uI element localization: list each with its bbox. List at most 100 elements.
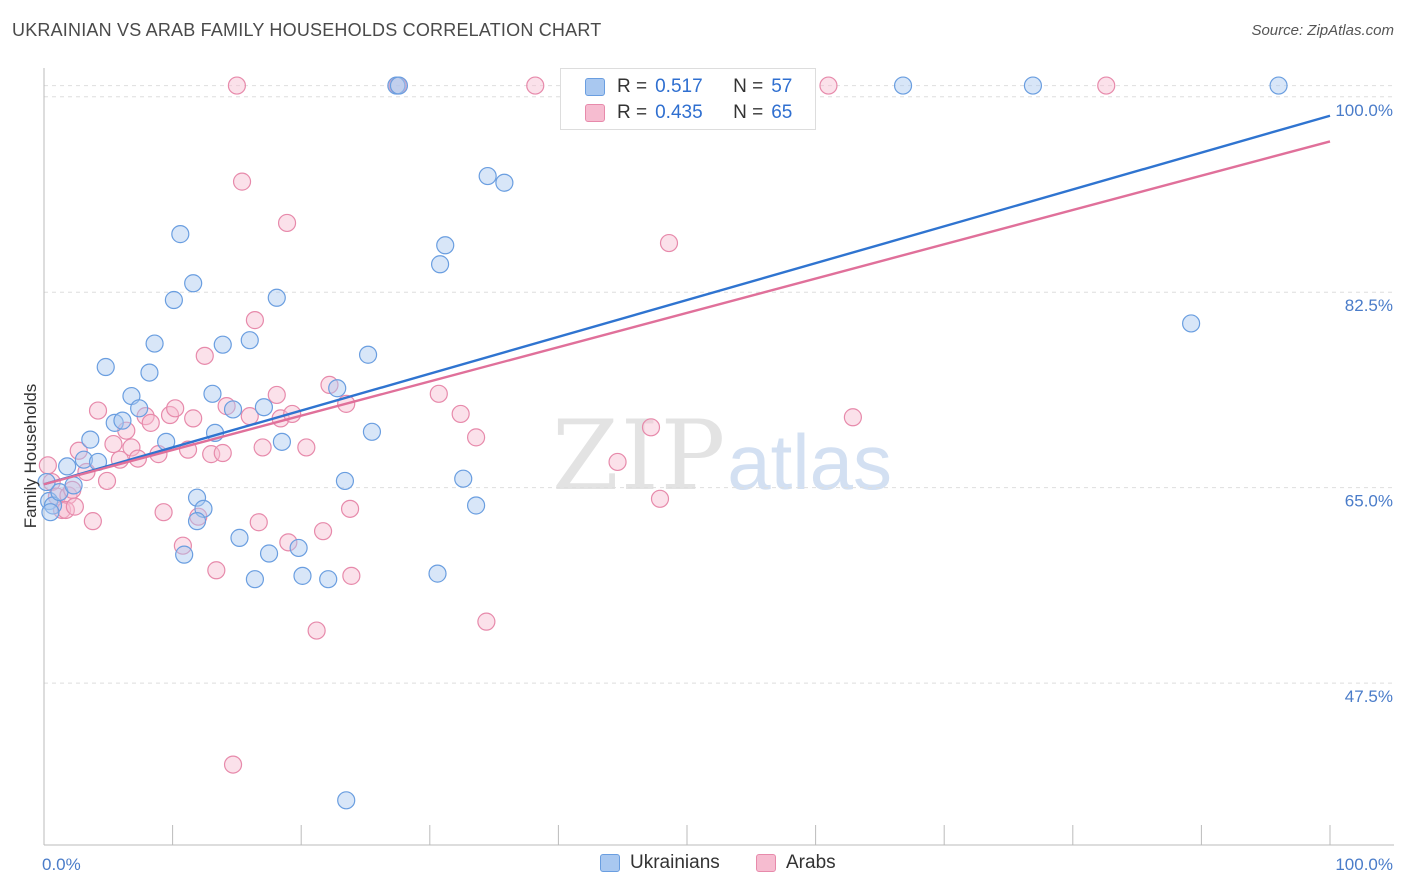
bottom-legend-ukrainians: Ukrainians [600,852,720,874]
point-arabs [608,452,627,472]
point-arabs [245,311,265,330]
point-ukrainians [203,384,222,403]
trend-line-arabs [43,140,1331,486]
legend-r-label: R = [617,102,648,123]
point-arabs [69,441,88,460]
point-ukrainians [254,398,274,417]
point-ukrainians [41,503,60,522]
point-arabs [340,499,360,518]
point-ukrainians [267,288,286,307]
point-arabs [650,489,670,508]
point-arabs [819,76,838,95]
point-ukrainians [245,570,265,589]
point-arabs [279,533,298,552]
point-ukrainians [328,379,347,398]
point-arabs [141,413,160,432]
point-ukrainians [96,357,115,377]
bottom-legend-label-arabs: Arabs [786,852,836,873]
point-arabs [65,497,84,516]
point-arabs [184,409,203,428]
point-ukrainians [389,76,409,95]
point-arabs [97,471,117,491]
point-arabs [213,443,232,463]
trend-line-ukrainians [43,114,1331,486]
point-ukrainians [164,290,183,310]
point-ukrainians [893,76,913,95]
point-arabs [313,522,333,541]
point-ukrainians [187,512,207,531]
point-ukrainians [1269,76,1288,95]
legend-swatch-ukrainians [585,78,605,96]
point-ukrainians [293,566,312,585]
point-arabs [307,621,326,640]
point-ukrainians [362,422,382,441]
point-arabs [88,401,108,420]
legend-n-label: N = [733,102,764,123]
y-tick-label: 82.5% [1345,296,1393,315]
x-tick-label: 100.0% [1335,855,1393,874]
point-arabs [451,404,470,424]
point-ukrainians [58,457,77,476]
point-ukrainians [289,538,308,558]
point-arabs [83,512,102,531]
bottom-legend-swatch-ukrainians [600,854,620,872]
bottom-legend: Ukrainians Arabs [0,852,1406,878]
legend-r-value: 0.435 [655,102,703,123]
point-arabs [342,566,361,585]
point-ukrainians [187,488,207,507]
tick-labels: 47.5% 65.0% 82.5% 100.0% 0.0% 100.0% Family Ho… [21,101,1393,874]
point-ukrainians [113,411,132,430]
y-axis-label: Family Households [21,384,40,529]
point-arabs [227,76,246,95]
series-arabs-points [38,76,1116,774]
legend-swatch-arabs [585,104,605,122]
point-arabs [122,438,141,457]
bottom-legend-label-ukrainians: Ukrainians [630,852,720,873]
point-arabs [526,76,545,95]
point-ukrainians [184,274,203,293]
point-arabs [154,503,173,522]
point-ukrainians [130,399,149,418]
point-ukrainians [171,225,190,244]
point-ukrainians [64,476,83,495]
point-ukrainians [140,363,159,382]
point-ukrainians [240,331,259,350]
point-ukrainians [74,450,93,469]
legend-row-arabs: R = 0.435 N = 65 [585,101,792,125]
point-ukrainians [223,400,243,419]
point-ukrainians [230,528,249,547]
point-ukrainians [1023,76,1043,95]
legend-n-label: N = [733,76,764,97]
bottom-legend-arabs: Arabs [756,852,836,874]
point-arabs [104,434,123,454]
point-ukrainians [454,469,473,488]
point-ukrainians [358,345,378,364]
legend-r-value: 0.517 [655,76,703,97]
point-arabs [267,385,286,405]
point-ukrainians [466,496,486,515]
point-arabs [277,213,297,233]
point-ukrainians [335,471,355,491]
watermark-zip: ZIP [552,400,728,512]
point-arabs [249,513,268,532]
point-ukrainians [430,255,450,274]
source-label: Source: ZipAtlas.com [1251,22,1394,39]
point-arabs [477,612,496,631]
point-arabs [466,428,486,447]
y-tick-label: 100.0% [1335,101,1393,120]
stats-legend: R = 0.517 N = 57 R = 0.435 N = 65 [560,68,816,130]
point-arabs [232,172,252,191]
watermark: ZIPatlas [552,400,892,512]
point-ukrainians [259,544,279,563]
point-arabs [38,456,57,475]
legend-row-ukrainians: R = 0.517 N = 57 [585,75,792,99]
point-arabs [1097,76,1116,95]
point-arabs [641,418,661,437]
point-arabs [429,384,448,403]
point-arabs [297,438,316,457]
point-ukrainians [145,334,164,353]
series-ukrainians-points [37,76,1288,810]
point-ukrainians [495,173,514,192]
point-arabs [843,408,862,427]
x-tick-label: 0.0% [42,855,81,874]
